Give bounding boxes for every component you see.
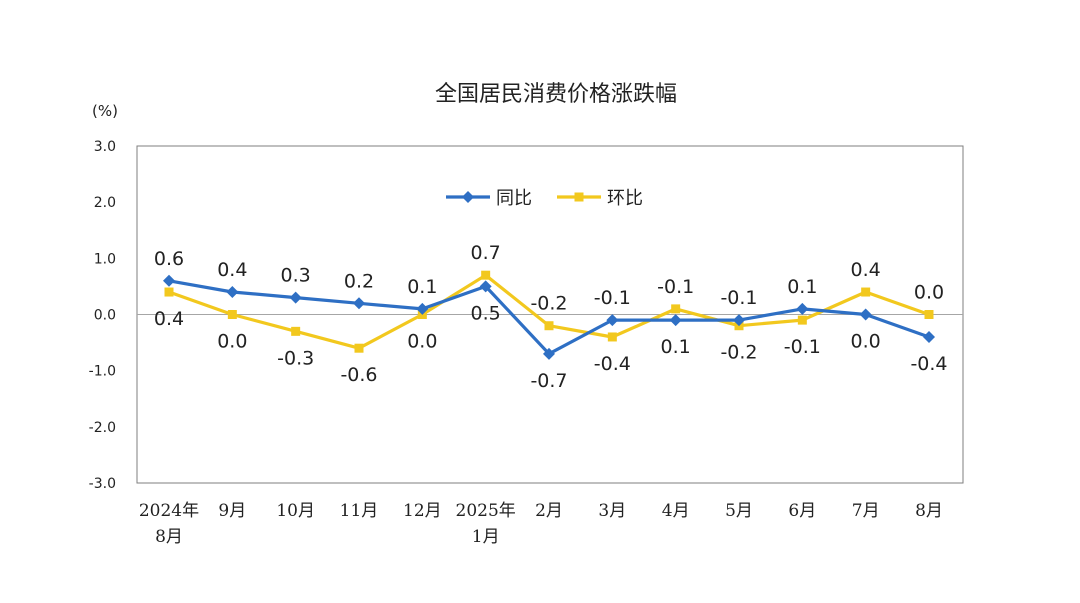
data-label-tongbi: 0.1 <box>787 276 817 298</box>
data-point-huanbi <box>354 343 364 353</box>
data-point-tongbi <box>479 280 492 293</box>
data-point-tongbi <box>859 308 872 321</box>
data-point-huanbi <box>481 270 491 280</box>
data-labels: 0.6 0.4 0.3 0.2 0.1 0.5 -0.7 -0.1 -0.1 -0.1 0.1 0.0… <box>154 242 948 392</box>
x-tick-label: 5月 <box>725 501 753 521</box>
x-tick-label: 12月 <box>403 501 442 521</box>
y-tick-label: 2.0 <box>94 195 116 211</box>
data-label-huanbi: 0.0 <box>407 331 437 353</box>
data-label-tongbi: 0.4 <box>217 259 247 281</box>
x-axis-ticks: 2024年 8月 9月 10月 11月 12月 2025年 1月 2月 3月 4月 5月 6月 7月 8月 <box>139 501 943 547</box>
y-tick-label: 0.0 <box>94 308 116 324</box>
data-point-tongbi <box>796 302 809 315</box>
x-tick-label: 8月 <box>155 527 183 547</box>
data-label-tongbi: -0.1 <box>594 287 631 309</box>
data-label-huanbi: -0.4 <box>594 353 631 375</box>
x-tick-label: 2024年 <box>139 501 199 521</box>
x-tick-label: 1月 <box>472 527 500 547</box>
data-label-huanbi: 0.0 <box>217 331 247 353</box>
x-tick-label: 3月 <box>598 501 626 521</box>
data-label-tongbi: 0.1 <box>407 276 437 298</box>
x-tick-label: 11月 <box>340 501 379 521</box>
data-label-huanbi: -0.6 <box>340 364 377 386</box>
data-label-tongbi: 0.2 <box>344 270 374 292</box>
y-tick-label: 3.0 <box>94 139 116 155</box>
data-label-tongbi: -0.7 <box>530 370 567 392</box>
data-label-huanbi: 0.0 <box>914 282 944 304</box>
x-tick-label: 2025年 <box>456 501 516 521</box>
data-label-tongbi: 0.3 <box>281 265 311 287</box>
series-markers <box>163 270 935 360</box>
y-axis-ticks: 3.0 2.0 1.0 0.0 -1.0 -2.0 -3.0 <box>89 139 116 492</box>
data-label-huanbi: -0.1 <box>784 336 821 358</box>
data-label-tongbi: 0.0 <box>851 331 881 353</box>
x-tick-label: 10月 <box>276 501 315 521</box>
y-tick-label: 1.0 <box>94 251 116 267</box>
data-label-huanbi: 0.4 <box>154 308 184 330</box>
legend-label-tongbi: 同比 <box>496 188 532 209</box>
data-label-huanbi: 0.7 <box>471 242 501 264</box>
x-tick-label: 8月 <box>915 501 943 521</box>
x-tick-label: 4月 <box>662 501 690 521</box>
data-point-tongbi <box>923 330 935 343</box>
y-axis-unit: (%) <box>92 102 118 120</box>
data-point-huanbi <box>797 315 807 325</box>
legend-label-huanbi: 环比 <box>607 188 643 209</box>
data-point-huanbi <box>924 310 934 319</box>
data-point-tongbi <box>353 297 365 310</box>
data-point-huanbi <box>861 287 871 297</box>
data-point-tongbi <box>163 274 175 287</box>
chart-title: 全国居民消费价格涨跌幅 <box>435 82 677 107</box>
data-label-tongbi: 0.5 <box>471 302 501 324</box>
data-point-huanbi <box>544 321 554 331</box>
y-tick-label: -3.0 <box>89 476 116 492</box>
data-point-tongbi <box>606 314 619 327</box>
data-label-tongbi: -0.1 <box>720 287 757 309</box>
data-label-tongbi: 0.6 <box>154 248 184 270</box>
legend-marker-tongbi <box>462 191 474 203</box>
x-tick-label: 7月 <box>852 501 880 521</box>
data-point-huanbi <box>291 326 301 336</box>
data-label-tongbi: -0.1 <box>657 276 694 298</box>
x-tick-label: 9月 <box>218 501 246 521</box>
data-point-huanbi <box>227 310 237 319</box>
data-point-tongbi <box>226 286 239 299</box>
data-point-tongbi <box>416 302 429 315</box>
y-tick-label: -2.0 <box>89 420 116 436</box>
data-point-huanbi <box>607 332 617 342</box>
data-label-huanbi: -0.2 <box>530 293 567 315</box>
data-point-huanbi <box>164 287 174 297</box>
data-label-huanbi: 0.1 <box>661 336 691 358</box>
data-point-tongbi <box>543 347 555 360</box>
data-point-huanbi <box>671 304 681 314</box>
legend: 同比 环比 <box>446 188 643 209</box>
legend-marker-huanbi <box>574 192 584 202</box>
data-label-huanbi: -0.3 <box>277 347 314 369</box>
data-label-huanbi: -0.2 <box>720 342 757 364</box>
x-tick-label: 2月 <box>535 501 563 521</box>
x-tick-label: 6月 <box>788 501 816 521</box>
data-label-tongbi: -0.4 <box>910 353 947 375</box>
y-tick-label: -1.0 <box>89 364 116 380</box>
data-point-tongbi <box>669 314 682 327</box>
data-point-tongbi <box>289 291 302 304</box>
data-label-huanbi: 0.4 <box>851 259 881 281</box>
data-point-tongbi <box>733 314 745 327</box>
